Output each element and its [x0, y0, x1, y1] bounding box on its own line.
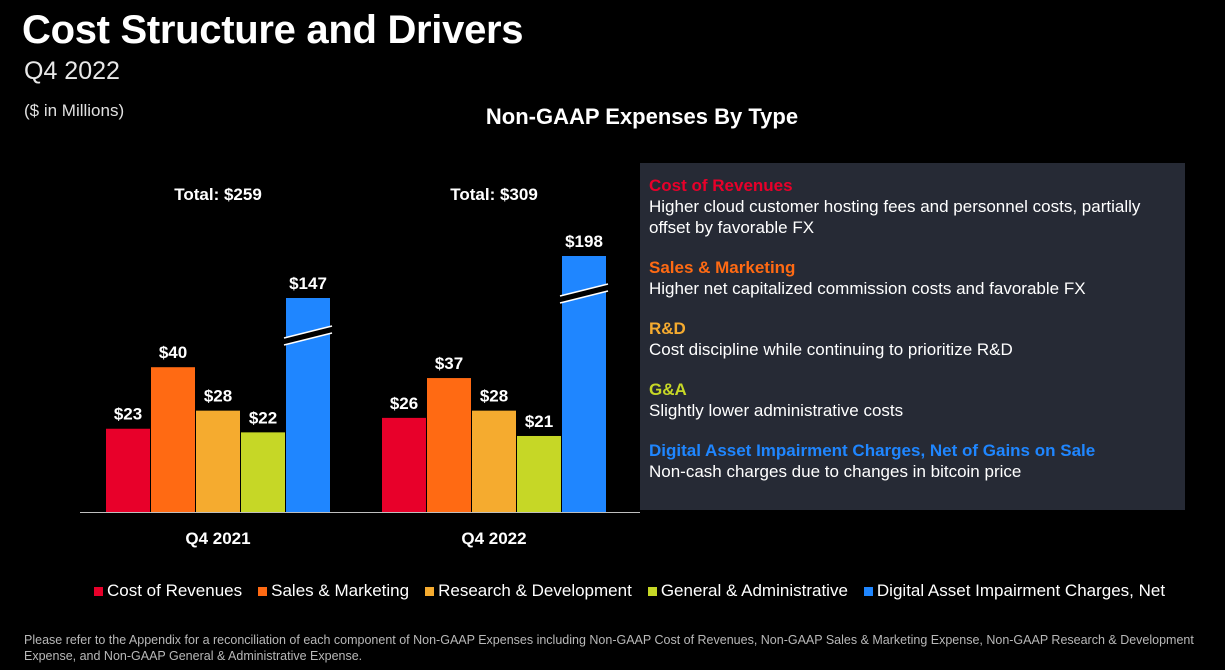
- units-note: ($ in Millions): [24, 101, 125, 120]
- legend-label: Cost of Revenues: [107, 581, 243, 600]
- bar-sales-marketing-q4-2021: [151, 367, 195, 512]
- legend-swatch-research-development: [425, 586, 435, 596]
- page-subtitle: Q4 2022: [24, 57, 120, 85]
- axis-break-line: [559, 283, 609, 297]
- bar-general-administrative-q4-2022: [517, 435, 561, 512]
- driver-heading: Digital Asset Impairment Charges, Net of…: [649, 441, 1096, 460]
- driver-text: Higher cloud customer hosting fees and p…: [649, 197, 1141, 237]
- bar-value-label: $23: [114, 405, 142, 424]
- driver-text: Cost discipline while continuing to prio…: [649, 340, 1013, 359]
- legend-item-sales-marketing: Sales & Marketing: [258, 581, 409, 601]
- axis-break-line: [283, 325, 333, 339]
- driver-cost-of-revenues: Cost of Revenues Higher cloud customer h…: [649, 175, 1175, 238]
- category-label: Q4 2021: [185, 529, 250, 548]
- bar-cost-of-revenues-q4-2022: [382, 417, 426, 512]
- bar-value-label: $21: [525, 412, 553, 431]
- legend-swatch-general-administrative: [647, 586, 657, 596]
- legend-label: Sales & Marketing: [271, 581, 410, 600]
- total-label: Total: $259: [174, 185, 262, 204]
- bar-value-label: $28: [204, 387, 232, 406]
- bar-value-label: $37: [435, 354, 463, 373]
- bar-sales-marketing-q4-2022: [427, 378, 471, 512]
- driver-heading: R&D: [649, 319, 686, 338]
- legend-item-digital-asset-impairment: Digital Asset Impairment Charges, Net: [863, 581, 1166, 601]
- driver-heading: Cost of Revenues: [649, 176, 793, 195]
- page-title: Cost Structure and Drivers: [22, 8, 524, 52]
- bar-research-development-q4-2021: [196, 410, 240, 512]
- bar-general-administrative-q4-2021: [241, 432, 285, 512]
- axis-break-gap: [284, 326, 332, 345]
- driver-gna: G&A Slightly lower administrative costs: [649, 379, 1175, 421]
- axis-break-line: [559, 290, 609, 304]
- bar-value-label: $26: [390, 394, 418, 413]
- driver-text: Higher net capitalized commission costs …: [649, 279, 1086, 298]
- axis-break-line: [283, 332, 333, 346]
- legend-label: Digital Asset Impairment Charges, Net: [876, 581, 1166, 600]
- bar-research-development-q4-2022: [472, 410, 516, 512]
- bar-value-label: $198: [565, 232, 603, 251]
- bar-chart: $23 $40 $28 $22 $147 Q4 2021 Total: $259 $26 $37…: [80, 185, 640, 548]
- total-label: Total: $309: [450, 185, 538, 204]
- driver-text: Non-cash charges due to changes in bitco…: [649, 462, 1022, 481]
- driver-digital-asset: Digital Asset Impairment Charges, Net of…: [649, 440, 1175, 482]
- axis-break-gap: [560, 284, 608, 303]
- legend-label: Research & Development: [438, 581, 632, 600]
- footnote: Please refer to the Appendix for a recon…: [24, 633, 1194, 663]
- chart-legend: Cost of Revenues Sales & Marketing Resea…: [94, 581, 1165, 601]
- bar-value-label: $40: [159, 343, 187, 362]
- legend-item-general-administrative: General & Administrative: [647, 581, 848, 601]
- bar-value-label: $147: [289, 274, 327, 293]
- legend-swatch-digital-asset-impairment: [863, 586, 873, 596]
- legend-swatch-sales-marketing: [258, 586, 268, 596]
- bar-value-label: $22: [249, 408, 277, 427]
- driver-heading: Sales & Marketing: [649, 258, 796, 277]
- legend-label: General & Administrative: [660, 581, 848, 600]
- driver-sales-marketing: Sales & Marketing Higher net capitalized…: [649, 257, 1175, 299]
- driver-rnd: R&D Cost discipline while continuing to …: [649, 318, 1175, 360]
- drivers-panel: Cost of Revenues Higher cloud customer h…: [640, 163, 1185, 510]
- driver-text: Slightly lower administrative costs: [649, 401, 904, 420]
- legend-swatch-cost-of-revenues: [94, 586, 103, 596]
- legend-item-cost-of-revenues: Cost of Revenues: [94, 581, 242, 601]
- legend-item-research-development: Research & Development: [425, 581, 632, 601]
- bar-cost-of-revenues-q4-2021: [106, 428, 150, 512]
- chart-title: Non-GAAP Expenses By Type: [485, 104, 799, 129]
- driver-heading: G&A: [649, 380, 687, 399]
- category-label: Q4 2022: [461, 529, 526, 548]
- bar-value-label: $28: [480, 387, 508, 406]
